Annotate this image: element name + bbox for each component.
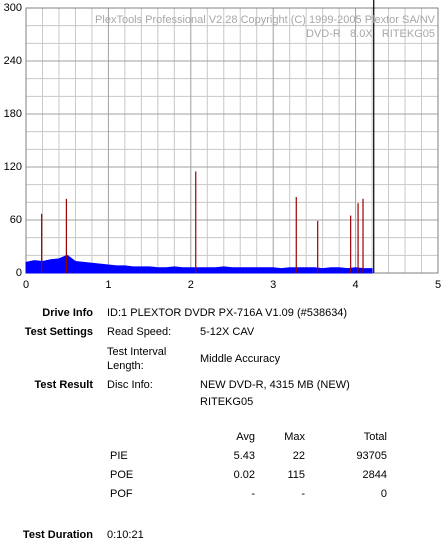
table-cell: 93705: [356, 450, 387, 462]
info-label: Drive Info: [42, 307, 93, 319]
y-tick-label: 60: [10, 214, 22, 226]
column-header: Max: [284, 431, 305, 443]
column-header: Total: [364, 431, 387, 443]
y-tick-label: 180: [4, 108, 22, 120]
table-cell: -: [251, 488, 255, 500]
pie-area: [25, 254, 373, 274]
table-cell: 0.02: [234, 469, 255, 481]
row-label: PIE: [110, 450, 128, 462]
info-key: Read Speed:: [107, 326, 171, 338]
x-tick-label: 4: [353, 279, 359, 291]
table-cell: 0: [381, 488, 387, 500]
plot: 0 1 2 3 4 5 0 60 120 180 240 300: [4, 0, 441, 291]
table-cell: 115: [287, 469, 305, 481]
stats-table: Avg Max Total PIE 5.43 22 93705 POE 0.02 115 2844 P…: [110, 431, 387, 500]
plot-frame: [25, 7, 439, 274]
y-tick-label: 240: [4, 55, 22, 67]
info-label: Test Result: [35, 379, 94, 391]
y-tick-label: 120: [4, 161, 22, 173]
x-tick-label: 1: [105, 279, 111, 291]
info-value: 0:10:21: [107, 529, 144, 541]
info-value: NEW DVD-R, 4315 MB (NEW): [200, 379, 350, 391]
info-label: Test Duration: [23, 529, 93, 541]
info-value: 5-12X CAV: [200, 326, 255, 338]
y-tick-label: 0: [16, 267, 22, 279]
x-tick-label: 3: [270, 279, 276, 291]
info-key: Length:: [107, 360, 144, 372]
info-value: Middle Accuracy: [200, 353, 281, 365]
row-label: POF: [110, 488, 133, 500]
x-tick-label: 0: [23, 279, 29, 291]
watermark: DVD-R 8.0X RITEKG05: [306, 28, 435, 40]
info-label: Test Settings: [25, 326, 93, 338]
watermark: PlexTools Professional V2.28 Copyright (…: [95, 14, 436, 26]
table-cell: -: [301, 488, 305, 500]
info-value: ID:1 PLEXTOR DVDR PX-716A V1.09 (#538634…: [107, 307, 347, 319]
info-value: RITEKG05: [200, 396, 253, 408]
table-cell: 5.43: [234, 450, 255, 462]
table-cell: 2844: [363, 469, 387, 481]
column-header: Avg: [236, 431, 255, 443]
row-label: POE: [110, 469, 133, 481]
info-key: Test Interval: [107, 346, 166, 358]
x-tick-label: 2: [188, 279, 194, 291]
info-key: Disc Info:: [107, 379, 153, 391]
y-tick-label: 300: [4, 2, 22, 14]
table-cell: 22: [293, 450, 305, 462]
x-tick-label: 5: [435, 279, 441, 291]
